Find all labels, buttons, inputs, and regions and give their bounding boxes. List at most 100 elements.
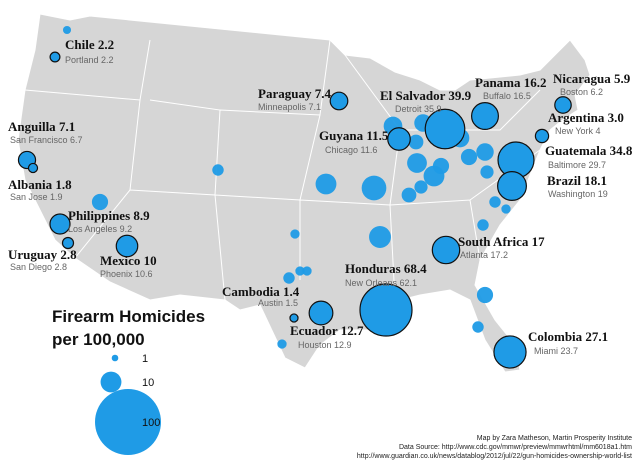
city-value: 6.7 (70, 135, 83, 145)
city-label: New York 4 (555, 126, 601, 136)
city-name: Atlanta (460, 250, 488, 260)
country-value: 39.9 (448, 88, 471, 103)
country-value: 2.8 (60, 247, 77, 262)
country-label: El Salvador 39.9 (380, 88, 472, 103)
country-value: 11.5 (366, 128, 389, 143)
country-name: Chile (65, 37, 95, 52)
legend-value: 1 (142, 353, 148, 365)
city-circle (554, 96, 572, 114)
credit: http://www.guardian.co.uk/news/datablog/… (357, 453, 632, 460)
country-label: Honduras 68.4 (345, 261, 427, 276)
city-circle (497, 171, 527, 201)
city-circle (359, 283, 413, 337)
country-label: Panama 16.2 (475, 75, 547, 90)
country-value: 68.4 (404, 261, 427, 276)
city-circle (289, 313, 299, 323)
city-circle (308, 300, 334, 326)
city-name: Austin (258, 298, 283, 308)
credit: Data Source: http://www.cdc.gov/mmwr/pre… (399, 444, 632, 451)
country-name: Brazil (547, 173, 581, 188)
city-value: 2.2 (101, 55, 114, 65)
country-label: Brazil 18.1 (547, 173, 607, 188)
city-circle (387, 127, 411, 151)
city-circle (277, 339, 287, 349)
country-value: 5.9 (614, 71, 631, 86)
city-label: Chicago 11.6 (325, 145, 377, 155)
city-label: Phoenix 10.6 (100, 269, 153, 279)
country-label: Colombia 27.1 (528, 329, 608, 344)
country-name: Cambodia (222, 284, 280, 299)
country-label: Argentina 3.0 (548, 110, 624, 125)
city-circle (62, 25, 72, 35)
country-label: Ecuador 12.7 (290, 323, 364, 338)
city-name: Washington (548, 189, 595, 199)
city-value: 62.1 (400, 278, 418, 288)
city-circle (407, 153, 427, 173)
country-name: Albania (8, 177, 53, 192)
city-name: Buffalo (483, 91, 511, 101)
country-label: Uruguay 2.8 (8, 247, 77, 262)
city-value: 7.1 (309, 102, 322, 112)
country-label: South Africa 17 (458, 234, 545, 249)
city-name: Los Angeles (68, 224, 118, 234)
city-circle (431, 235, 461, 265)
city-circle (460, 148, 478, 166)
country-name: Colombia (528, 329, 583, 344)
city-label: Detroit 35.9 (395, 104, 442, 114)
city-circle (283, 272, 295, 284)
legend-circle (95, 389, 161, 455)
country-name: Nicaragua (553, 71, 611, 86)
city-value: 6.2 (591, 87, 604, 97)
legend-circle (111, 354, 119, 362)
city-circle (493, 335, 527, 369)
city-circle (480, 165, 494, 179)
country-value: 27.1 (585, 329, 608, 344)
country-label: Albania 1.8 (8, 177, 72, 192)
city-value: 2.8 (55, 262, 68, 272)
city-circle (290, 229, 300, 239)
country-name: Guyana (319, 128, 364, 143)
city-value: 35.9 (424, 104, 442, 114)
city-circle (408, 134, 424, 150)
country-label: Guyana 11.5 (319, 128, 389, 143)
city-label: Minneapolis 7.1 (258, 102, 321, 112)
city-value: 1.5 (286, 298, 299, 308)
legend-title: per 100,000 (52, 330, 145, 349)
country-name: Mexico (100, 253, 140, 268)
city-value: 29.7 (589, 160, 607, 170)
city-label: Houston 12.9 (298, 340, 352, 350)
country-value: 1.4 (283, 284, 300, 299)
legend-value: 10 (142, 377, 154, 389)
city-circle (501, 204, 511, 214)
country-name: Ecuador (290, 323, 338, 338)
city-name: Portland (65, 55, 99, 65)
city-circle (61, 236, 75, 250)
credit: Map by Zara Matheson, Martin Prosperity … (477, 435, 632, 442)
city-circle (329, 91, 349, 111)
city-label: San Jose 1.9 (10, 192, 63, 202)
city-value: 4 (596, 126, 601, 136)
city-label: Austin 1.5 (258, 298, 298, 308)
city-circle (295, 266, 305, 276)
country-label: Cambodia 1.4 (222, 284, 300, 299)
city-circle (472, 321, 484, 333)
city-label: Portland 2.2 (65, 55, 114, 65)
city-label: Atlanta 17.2 (460, 250, 508, 260)
city-value: 17.2 (491, 250, 509, 260)
city-value: 1.9 (50, 192, 63, 202)
city-circle (534, 128, 550, 144)
city-circle (369, 226, 391, 248)
city-circle (212, 164, 224, 176)
country-name: Uruguay (8, 247, 58, 262)
city-circle (91, 193, 109, 211)
country-name: Anguilla (8, 119, 56, 134)
country-name: South Africa (458, 234, 529, 249)
city-circle (49, 213, 71, 235)
country-name: Argentina (548, 110, 605, 125)
country-value: 34.8 (610, 143, 633, 158)
city-label: San Francisco 6.7 (10, 135, 83, 145)
country-value: 7.4 (315, 86, 332, 101)
country-label: Mexico 10 (100, 253, 157, 268)
city-circle (414, 180, 428, 194)
city-circle (115, 234, 139, 258)
